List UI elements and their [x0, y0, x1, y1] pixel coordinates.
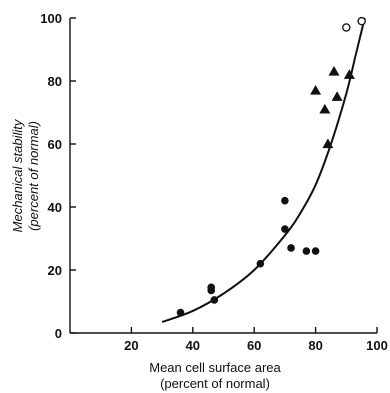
- data-points: [176, 16, 366, 317]
- point-open-circle-0: [342, 23, 351, 32]
- y-tick-label-1: 20: [48, 263, 62, 278]
- axes: [69, 18, 377, 334]
- x-axis-title-line-1: Mean cell surface area: [149, 360, 281, 375]
- point-filled-triangle-5: [343, 69, 355, 79]
- y-ticks: 0 20 40 60 80 100: [40, 11, 76, 341]
- x-tick-label-1: 40: [186, 338, 200, 353]
- point-filled-circle-7: [287, 244, 295, 252]
- x-tick-label-4: 100: [366, 338, 388, 353]
- y-tick-label-3: 60: [48, 137, 62, 152]
- point-filled-circle-9: [311, 247, 320, 255]
- x-ticks: 20 40 60 80 100: [124, 327, 388, 353]
- point-filled-triangle-3: [328, 66, 340, 76]
- point-open-circle-1: [357, 16, 366, 26]
- x-tick-label-3: 80: [308, 338, 322, 353]
- x-tick-label-0: 20: [124, 338, 138, 353]
- point-filled-triangle-1: [319, 103, 331, 114]
- y-tick-label-2: 40: [48, 200, 62, 215]
- y-tick-label-5: 100: [40, 11, 62, 26]
- point-filled-triangle-0: [310, 84, 322, 95]
- y-axis-title-line-2: (percent of normal): [26, 121, 41, 231]
- x-axis-title-line-2: (percent of normal): [160, 376, 270, 391]
- point-filled-circle-3: [210, 296, 219, 304]
- point-filled-circle-6: [281, 225, 289, 233]
- point-filled-triangle-4: [331, 91, 343, 101]
- y-tick-label-0: 0: [55, 326, 62, 341]
- point-filled-circle-8: [302, 247, 311, 255]
- point-filled-circle-0: [176, 308, 185, 317]
- y-tick-label-4: 80: [48, 74, 62, 89]
- fit-curve: [161, 17, 366, 323]
- point-filled-triangle-2: [322, 138, 334, 149]
- x-tick-label-2: 60: [247, 338, 261, 353]
- point-filled-circle-4: [256, 259, 265, 268]
- point-filled-circle-2: [207, 283, 216, 292]
- point-filled-circle-5: [281, 196, 289, 205]
- y-axis-title-line-1: Mechanical stability: [10, 118, 25, 232]
